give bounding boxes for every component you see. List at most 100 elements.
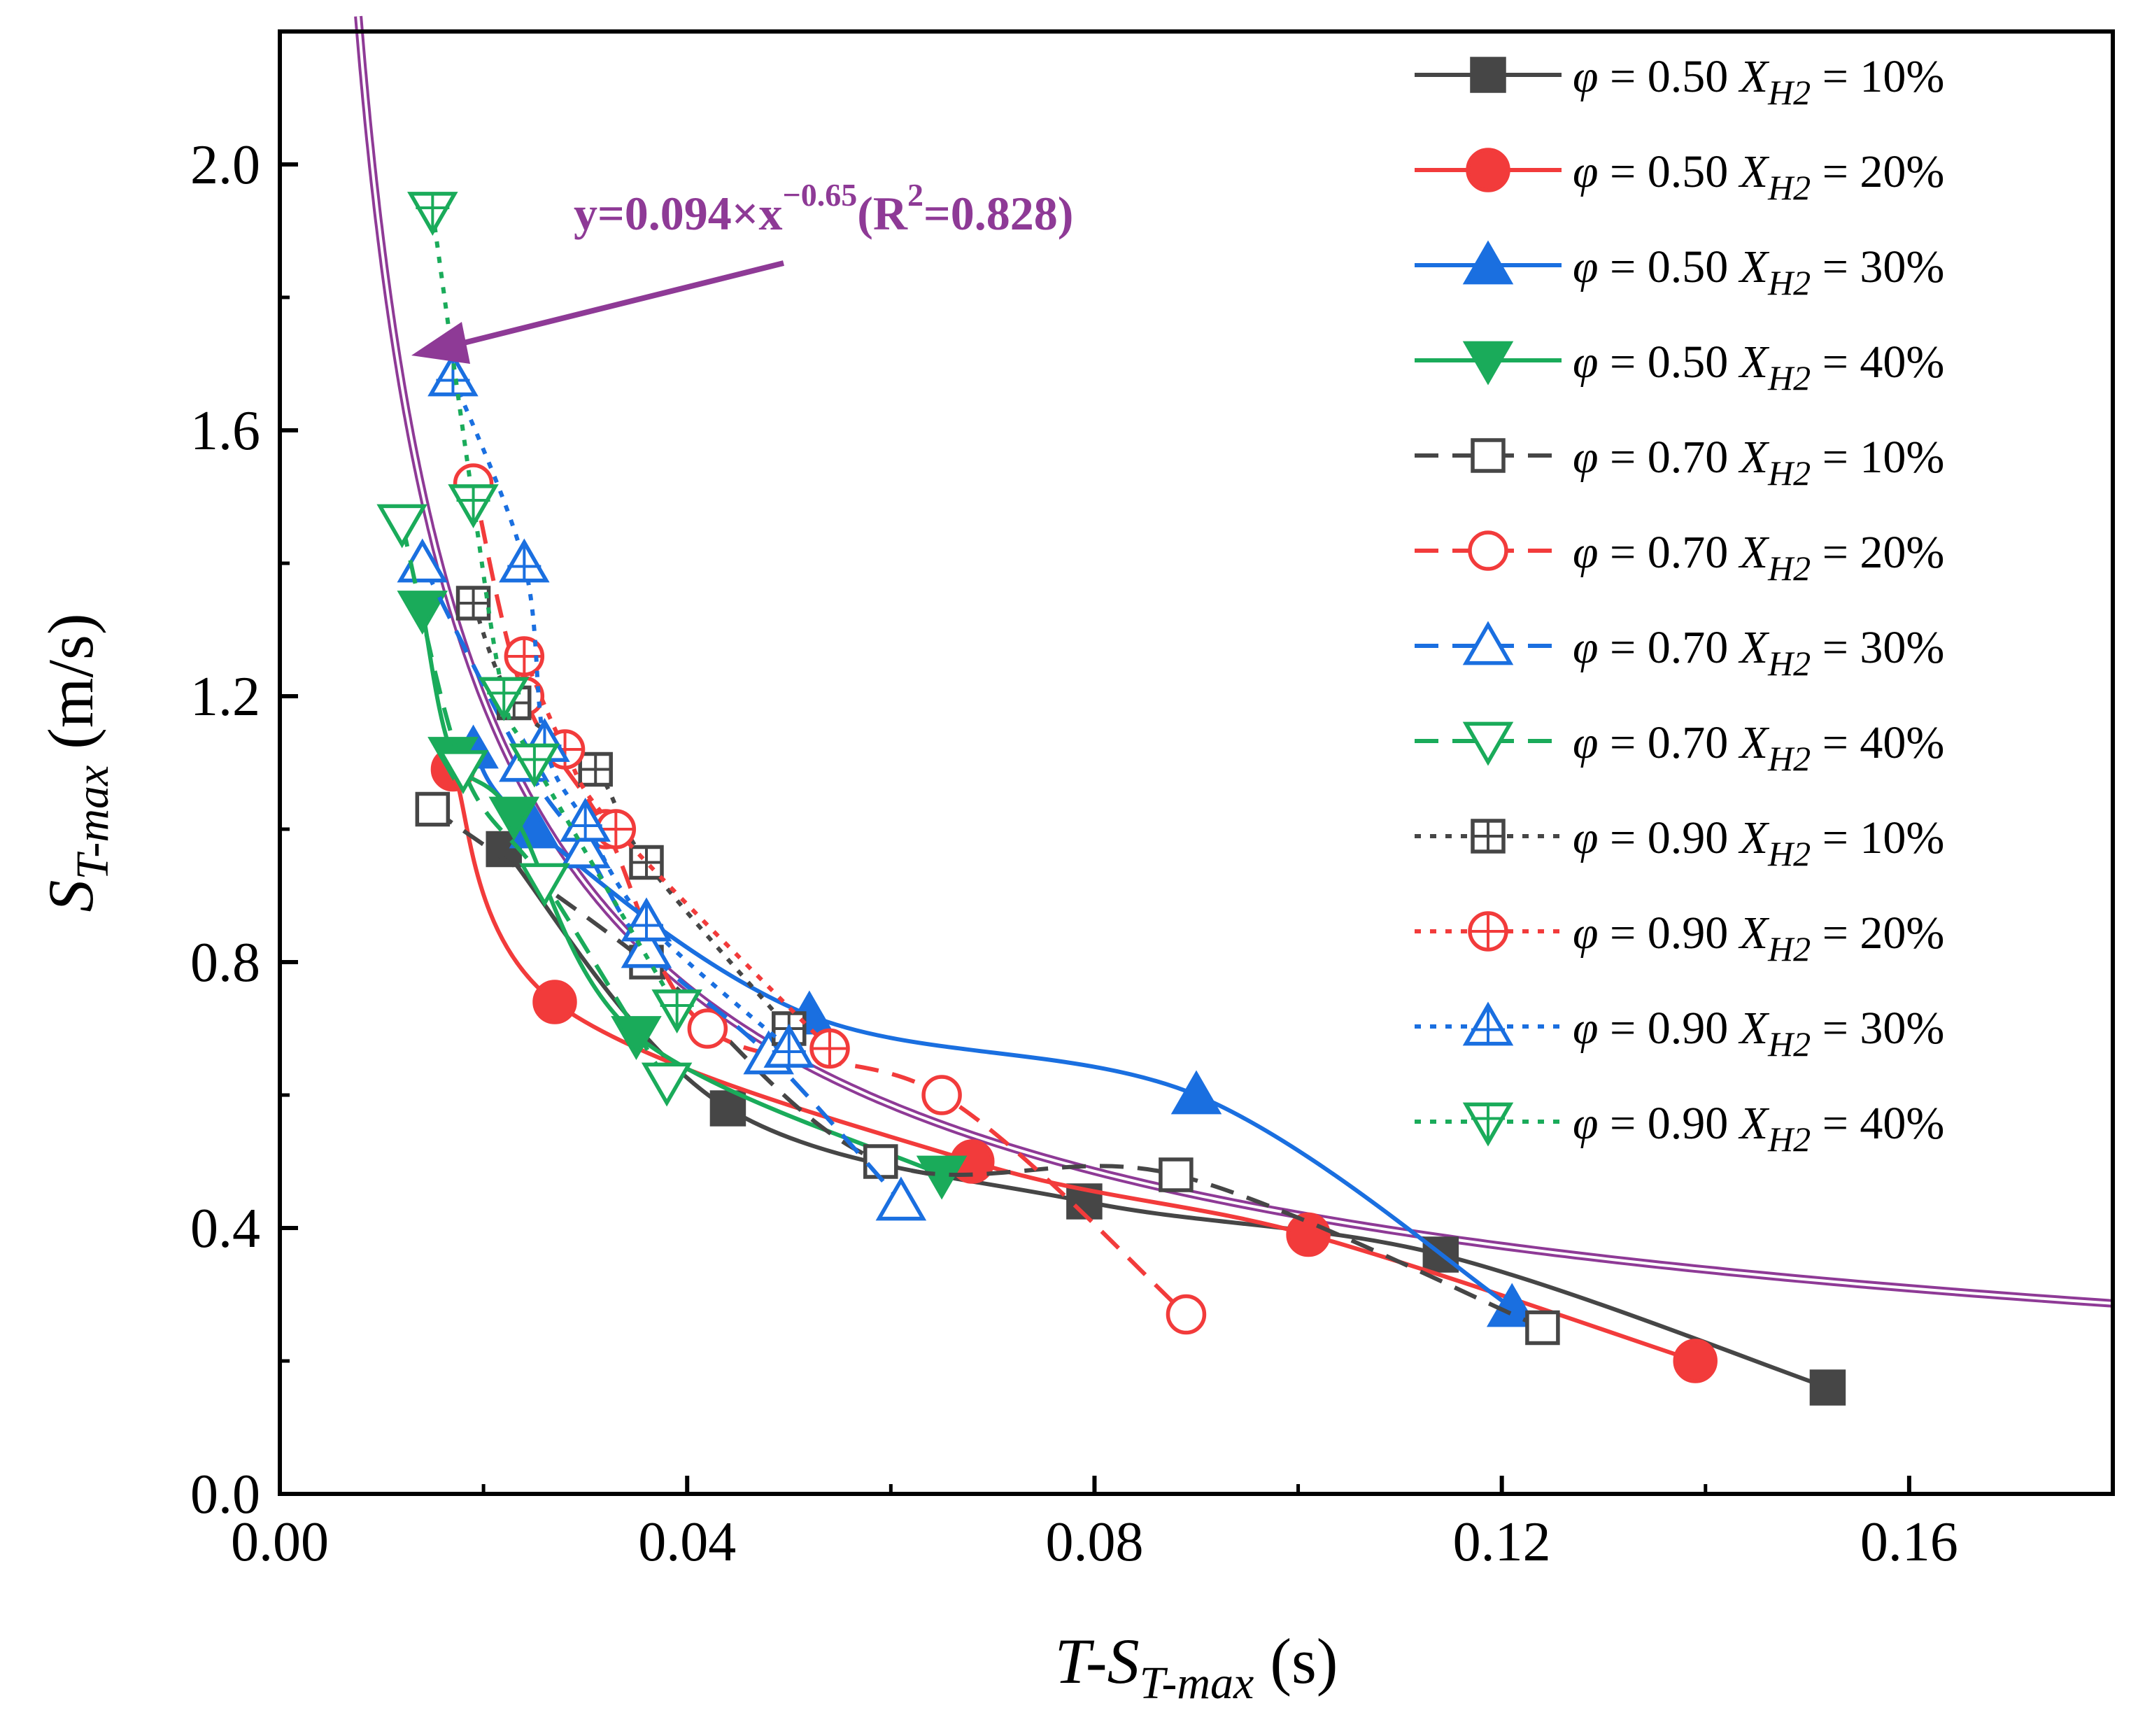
series-12-point-5 (651, 989, 702, 1034)
series-9-point-1 (455, 586, 491, 621)
series-12 (407, 192, 702, 1034)
x-axis-title: T-ST-max (s) (1055, 1625, 1338, 1709)
series-11-point-6 (763, 1023, 815, 1068)
series-11-line (451, 376, 791, 1050)
series-12-line (430, 211, 679, 1010)
y-tick-label-3: 0.8 (190, 932, 260, 994)
legend: φ = 0.50 XH2 = 10% φ = 0.50 XH2 = 20% φ = … (1415, 51, 1944, 1159)
series-5-point-3 (863, 1144, 898, 1179)
series-6-point-6 (1166, 1294, 1207, 1335)
legend-label-4: φ = 0.50 XH2 = 40% (1573, 337, 1944, 397)
series-8-point-3 (519, 863, 570, 908)
series-10-point-4 (809, 1028, 850, 1069)
legend-label-8: φ = 0.70 XH2 = 40% (1573, 717, 1944, 778)
series-11-point-5 (621, 897, 672, 942)
series-11-point-1 (427, 352, 479, 397)
series-1-point-5 (1809, 1369, 1846, 1406)
legend-marker-10 (1468, 911, 1508, 952)
series-10-point-3 (595, 809, 637, 849)
legend-entry-5: φ = 0.70 XH2 = 10% (1415, 432, 1944, 493)
series-5-point-4 (1159, 1157, 1194, 1192)
series-8-point-2 (437, 750, 489, 795)
legend-label-6: φ = 0.70 XH2 = 20% (1573, 527, 1944, 588)
series-8-line (399, 523, 669, 1083)
y-tick-label-1: 0.0 (190, 1464, 260, 1525)
legend-marker-9 (1471, 819, 1506, 854)
legend-marker-1 (1470, 57, 1506, 93)
legend-label-1: φ = 0.50 XH2 = 10% (1573, 51, 1944, 112)
series-3-point-4 (1170, 1070, 1222, 1115)
series-5-point-1 (415, 791, 451, 827)
legend-entry-8: φ = 0.70 XH2 = 40% (1415, 717, 1944, 778)
series-6-point-4 (687, 1008, 728, 1049)
axes-group: 0.00 0.04 0.08 0.12 0.16 0.0 0.4 0.8 1.2 1.6 2.0 T-… (35, 29, 2115, 1709)
fit-arrow-line (458, 260, 784, 347)
legend-entry-1: φ = 0.50 XH2 = 10% (1415, 51, 1944, 112)
y-tick-label-4: 1.2 (190, 666, 260, 728)
x-tick-label-1: 0.00 (231, 1511, 329, 1573)
x-tick-label-4: 0.12 (1453, 1511, 1551, 1573)
series-7-point-4 (621, 924, 672, 968)
legend-label-10: φ = 0.90 XH2 = 20% (1573, 908, 1944, 968)
legend-entry-12: φ = 0.90 XH2 = 40% (1415, 1098, 1944, 1159)
legend-label-9: φ = 0.90 XH2 = 10% (1573, 812, 1944, 873)
series-8-point-1 (376, 504, 427, 549)
y-tick-label-2: 0.4 (190, 1198, 260, 1259)
legend-marker-8 (1462, 721, 1514, 766)
series-4-point-4 (611, 1016, 662, 1061)
series-9-point-3 (578, 751, 613, 787)
series-7-point-6 (875, 1176, 927, 1221)
legend-marker-6 (1468, 530, 1508, 571)
y-axis-title: ST-max (m/s) (35, 614, 118, 912)
series-2-point-5 (1673, 1339, 1718, 1383)
legend-entry-2: φ = 0.50 XH2 = 20% (1415, 146, 1944, 207)
fit-arrow-head (411, 322, 470, 364)
legend-entry-11: φ = 0.90 XH2 = 30% (1415, 1001, 1944, 1064)
series-11-point-4 (560, 797, 611, 842)
x-tick-label-5: 0.16 (1860, 1511, 1958, 1573)
series-12-point-1 (407, 192, 458, 237)
x-tick-label-2: 0.04 (638, 1511, 736, 1573)
series-11-point-2 (499, 538, 550, 583)
legend-entry-10: φ = 0.90 XH2 = 20% (1415, 908, 1944, 968)
legend-entry-6: φ = 0.70 XH2 = 20% (1415, 527, 1944, 588)
legend-marker-11 (1462, 1001, 1514, 1046)
fit-equation: y=0.094×x−0.65(R2=0.828) (574, 177, 1073, 240)
legend-entry-7: φ = 0.70 XH2 = 30% (1415, 621, 1944, 683)
legend-marker-3 (1462, 240, 1514, 285)
series-5-point-5 (1525, 1310, 1560, 1346)
series-1-point-2 (709, 1090, 746, 1127)
series-12-point-2 (448, 484, 499, 529)
legend-marker-4 (1462, 341, 1514, 386)
series-4-point-3 (488, 796, 540, 841)
series-6-point-5 (921, 1075, 962, 1115)
series-2-point-2 (532, 980, 577, 1024)
legend-marker-12 (1462, 1102, 1514, 1147)
series-3-point-5 (1486, 1283, 1538, 1327)
legend-label-12: φ = 0.90 XH2 = 40% (1573, 1098, 1944, 1159)
legend-label-3: φ = 0.50 XH2 = 30% (1573, 241, 1944, 302)
legend-entry-9: φ = 0.90 XH2 = 10% (1415, 812, 1944, 873)
legend-entry-3: φ = 0.50 XH2 = 30% (1415, 240, 1944, 302)
legend-entry-4: φ = 0.50 XH2 = 40% (1415, 337, 1944, 397)
series-4 (397, 591, 968, 1200)
series-12-point-3 (478, 677, 530, 721)
series-group (376, 192, 1846, 1406)
series-2-point-4 (1286, 1212, 1331, 1257)
legend-label-11: φ = 0.90 XH2 = 30% (1573, 1003, 1944, 1064)
legend-marker-5 (1471, 438, 1506, 473)
plot-frame (278, 29, 2115, 1496)
series-8-point-4 (641, 1062, 693, 1107)
series-10-line (522, 655, 832, 1050)
x-tick-label-3: 0.08 (1045, 1511, 1143, 1573)
series-10 (504, 636, 850, 1069)
y-tick-label-6: 2.0 (190, 134, 260, 196)
series-8 (376, 504, 693, 1107)
series-12-point-4 (509, 743, 560, 788)
legend-marker-7 (1462, 621, 1514, 665)
fit-annotation: y=0.094×x−0.65(R2=0.828) (411, 177, 1073, 364)
legend-label-5: φ = 0.70 XH2 = 10% (1573, 432, 1944, 493)
legend-label-7: φ = 0.70 XH2 = 30% (1573, 622, 1944, 683)
